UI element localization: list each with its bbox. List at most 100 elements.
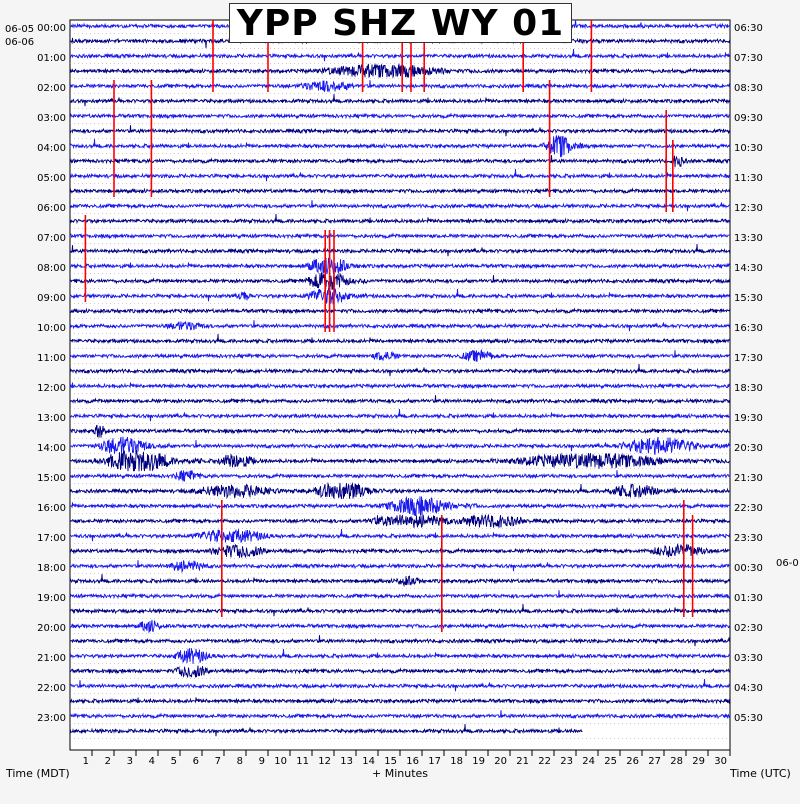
trace-row-24	[69, 382, 731, 390]
right-time-label: 08:30	[734, 83, 763, 94]
x-tick-label: 9	[259, 756, 265, 767]
x-tick-label: 15	[384, 756, 397, 767]
trace-row-45	[69, 697, 731, 705]
right-time-label: 23:30	[734, 533, 763, 544]
trace-row-21	[69, 333, 731, 345]
trace-row-3	[69, 63, 731, 79]
trace-row-38	[69, 590, 731, 600]
trace-layer	[69, 19, 731, 737]
trace-row-44	[69, 678, 731, 692]
left-date-second: 06-06	[5, 37, 34, 48]
left-time-label: 12:00	[37, 383, 66, 394]
trace-row-8	[69, 135, 731, 158]
trace-row-20	[69, 320, 731, 332]
left-time-label: 21:00	[37, 653, 66, 664]
trace-row-40	[69, 619, 731, 634]
right-time-label: 05:30	[734, 713, 763, 724]
x-axis-ticks: 1 2 3 4 5 6 7 8 9 10 11 12 13 14 15 16 17 18 19 20 21 22 23 24 2…	[83, 750, 731, 767]
x-tick-label: 29	[692, 756, 705, 767]
trace-row-9	[69, 155, 731, 168]
right-time-label: 00:30	[734, 563, 763, 574]
trace-row-13	[69, 213, 731, 225]
trace-row-34	[69, 528, 731, 543]
left-time-label: 09:00	[37, 293, 66, 304]
x-tick-label: 18	[450, 756, 463, 767]
left-time-label: 14:00	[37, 443, 66, 454]
left-time-label: 08:00	[37, 263, 66, 274]
left-time-label: 10:00	[37, 323, 66, 334]
left-time-label: 06:00	[37, 203, 66, 214]
trace-row-23	[69, 363, 731, 377]
event-layer	[84, 20, 694, 632]
right-time-label: 16:30	[734, 323, 763, 334]
trace-row-33	[69, 513, 731, 528]
right-time-labels: 06:30 07:30 08:30 09:30 10:30 11:30 12:30 13:30…	[734, 23, 763, 724]
x-axis-label: + Minutes	[372, 767, 428, 780]
left-time-label: 19:00	[37, 593, 66, 604]
x-tick-label: 16	[406, 756, 419, 767]
right-date-change: 06-0	[776, 558, 799, 569]
x-tick-label: 27	[648, 756, 661, 767]
x-tick-label: 10	[274, 756, 287, 767]
right-time-label: 12:30	[734, 203, 763, 214]
right-time-label: 17:30	[734, 353, 763, 364]
left-time-label: 17:00	[37, 533, 66, 544]
x-tick-label: 21	[516, 756, 529, 767]
trace-row-26	[69, 408, 731, 422]
right-time-label: 22:30	[734, 503, 763, 514]
trace-row-30	[69, 470, 731, 482]
trace-row-46	[69, 710, 731, 720]
x-tick-label: 7	[215, 756, 221, 767]
trace-row-28	[69, 436, 731, 455]
trace-row-19	[69, 307, 731, 315]
left-time-label: 13:00	[37, 413, 66, 424]
left-time-label: 18:00	[37, 563, 66, 574]
trace-row-18	[69, 287, 731, 306]
trace-row-12	[69, 200, 731, 212]
trace-row-4	[69, 80, 731, 93]
x-tick-label: 1	[83, 756, 89, 767]
trace-row-36	[69, 560, 730, 574]
right-time-label: 15:30	[734, 293, 763, 304]
chart-title: YPP SHZ WY 01	[229, 3, 572, 44]
right-time-label: 09:30	[734, 113, 763, 124]
x-tick-label: 19	[472, 756, 485, 767]
left-time-label: 15:00	[37, 473, 66, 484]
left-time-label: 11:00	[37, 353, 66, 364]
x-tick-label: 13	[340, 756, 353, 767]
right-time-label: 07:30	[734, 53, 763, 64]
trace-row-16	[69, 257, 731, 275]
left-date-top: 06-05	[5, 24, 34, 35]
left-time-labels: 00:00 01:00 02:00 03:00 04:00 05:00 06:00 07:00…	[37, 23, 66, 724]
right-time-label: 01:30	[734, 593, 763, 604]
trace-row-2	[69, 48, 731, 62]
x-tick-label: 24	[582, 756, 595, 767]
trace-row-25	[69, 395, 731, 405]
right-time-label: 11:30	[734, 173, 763, 184]
trace-row-11	[69, 187, 731, 195]
x-tick-label: 3	[127, 756, 133, 767]
trace-row-17	[69, 272, 731, 291]
left-time-label: 23:00	[37, 713, 66, 724]
x-tick-label: 2	[105, 756, 111, 767]
right-axis-label: Time (UTC)	[729, 767, 791, 780]
right-time-label: 21:30	[734, 473, 763, 484]
trace-row-43	[69, 665, 730, 678]
left-time-label: 16:00	[37, 503, 66, 514]
x-tick-label: 22	[538, 756, 551, 767]
x-tick-label: 14	[362, 756, 375, 767]
right-time-label: 18:30	[734, 383, 763, 394]
x-tick-label: 12	[318, 756, 331, 767]
left-time-label: 01:00	[37, 53, 66, 64]
trace-row-27	[69, 424, 731, 438]
x-tick-label: 30	[714, 756, 727, 767]
x-tick-label: 5	[171, 756, 177, 767]
x-tick-label: 26	[626, 756, 639, 767]
left-time-label: 00:00	[37, 23, 66, 34]
right-time-label: 20:30	[734, 443, 763, 454]
trace-row-15	[69, 243, 731, 257]
x-tick-label: 6	[193, 756, 199, 767]
trace-row-32	[70, 495, 731, 517]
